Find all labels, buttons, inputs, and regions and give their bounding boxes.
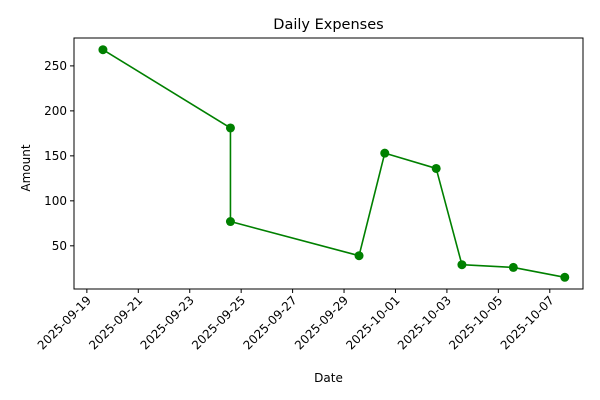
data-point — [457, 260, 467, 270]
data-point — [560, 272, 570, 282]
data-point — [354, 251, 364, 261]
data-point — [225, 217, 235, 227]
y-tick-label: 200 — [44, 104, 67, 118]
y-axis: 50 100 150 200 250 — [44, 59, 74, 253]
y-tick-label: 50 — [52, 239, 67, 253]
data-point — [508, 262, 518, 272]
chart-title: Daily Expenses — [273, 17, 383, 33]
y-tick-label: 250 — [44, 59, 67, 73]
y-axis-label: Amount — [19, 144, 33, 191]
x-axis-label: Date — [314, 371, 343, 385]
data-point — [225, 123, 235, 133]
data-point — [98, 45, 108, 55]
y-tick-label: 150 — [44, 149, 67, 163]
data-point — [431, 163, 441, 173]
plot-frame — [73, 37, 584, 290]
data-point — [380, 148, 390, 158]
plot-area — [98, 45, 570, 282]
y-tick-label: 100 — [44, 194, 67, 208]
